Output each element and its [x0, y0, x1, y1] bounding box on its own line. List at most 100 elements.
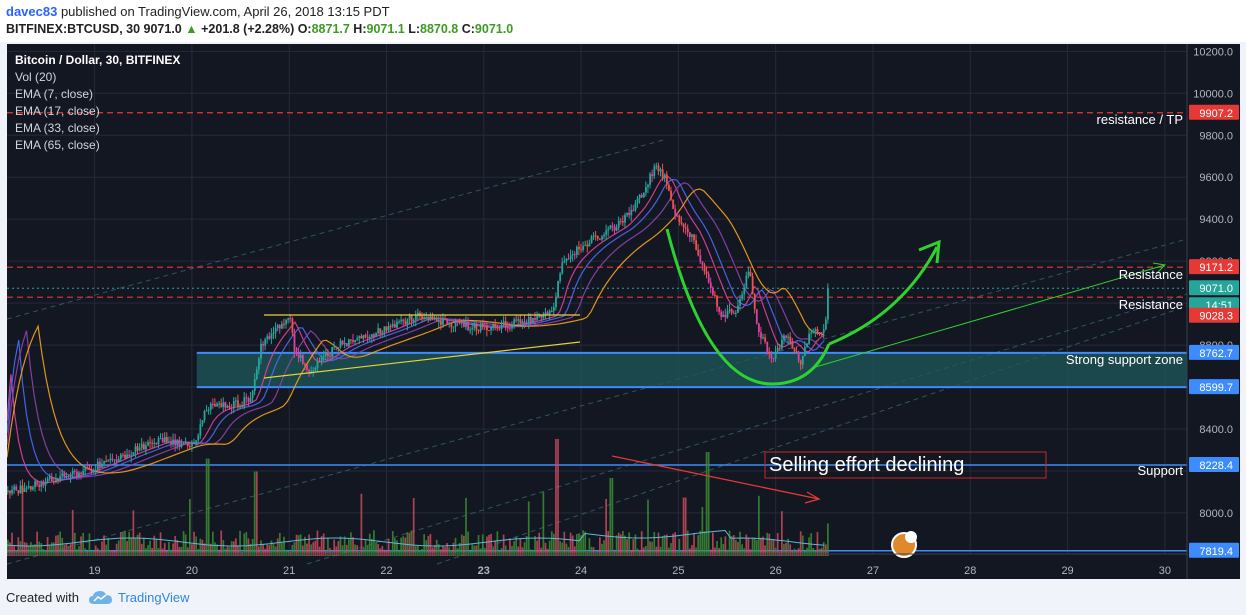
volume-bar	[322, 533, 325, 556]
candle-body	[732, 312, 735, 314]
candle-body	[680, 222, 683, 224]
volume-bar	[632, 539, 635, 556]
volume-bar	[329, 547, 331, 556]
volume-bar	[609, 478, 612, 556]
volume-bar	[452, 542, 455, 556]
candle-body	[705, 271, 708, 274]
candle-body	[375, 333, 377, 338]
volume-bar	[454, 537, 457, 556]
volume-bar	[642, 547, 645, 556]
candle-body	[209, 403, 212, 410]
candle-body	[391, 324, 394, 327]
candle-body	[86, 466, 89, 468]
projection-line	[811, 264, 1166, 369]
candle-body	[557, 281, 559, 297]
volume-bar	[722, 543, 725, 556]
candle-body	[412, 319, 415, 322]
candle-body	[674, 208, 677, 216]
candle-body	[203, 411, 206, 421]
candle-body	[586, 244, 589, 247]
volume-bar	[119, 532, 122, 556]
volume-bar	[285, 549, 287, 556]
y-tick-label: 9800.0	[1199, 130, 1233, 142]
candle-body	[730, 309, 733, 313]
volume-bar	[688, 548, 691, 556]
candle-body	[693, 234, 695, 241]
candle-body	[38, 484, 41, 487]
candle-body	[728, 309, 731, 311]
volume-bar	[243, 533, 246, 556]
candle-body	[768, 351, 771, 354]
volume-bar	[293, 542, 296, 556]
candle-body	[697, 249, 700, 256]
tradingview-link[interactable]: TradingView	[118, 590, 190, 605]
candle-body	[11, 489, 13, 494]
candle-body	[791, 342, 794, 348]
volume-bar	[310, 544, 313, 556]
price-tag-bg	[1189, 280, 1239, 296]
volume-bar	[588, 538, 591, 556]
volume-bar	[701, 507, 704, 556]
volume-bar	[199, 538, 202, 556]
candle-body	[316, 360, 319, 369]
volume-bar	[640, 531, 643, 556]
ema-line	[7, 188, 825, 474]
candle-body	[50, 476, 53, 482]
volume-bar	[222, 540, 225, 556]
volume-bar	[795, 550, 798, 556]
candle-body	[521, 321, 524, 324]
volume-bar	[720, 537, 723, 556]
x-tick-label: 22	[380, 565, 392, 577]
candle-body	[354, 339, 357, 342]
volume-bar	[423, 534, 425, 556]
volume-bar	[94, 545, 97, 556]
volume-bar	[301, 545, 304, 556]
candle-body	[19, 485, 22, 494]
candle-body	[199, 424, 202, 436]
volume-bar	[304, 536, 306, 556]
candle-body	[155, 442, 158, 445]
volume-bar	[565, 543, 568, 556]
candle-body	[347, 339, 350, 347]
volume-bar	[186, 547, 189, 556]
volume-bar	[209, 543, 212, 556]
volume-bar	[341, 545, 344, 556]
candle-body	[542, 315, 545, 318]
channel-line	[306, 293, 1188, 565]
volume-bar	[117, 540, 120, 556]
candle-body	[226, 406, 229, 408]
price-chart[interactable]: resistance / TP Resistance Resistance Stron…	[7, 44, 1240, 579]
volume-bar	[730, 536, 733, 556]
volume-bar	[576, 533, 578, 556]
candle-body	[232, 401, 235, 409]
volume-bar	[532, 550, 534, 556]
volume-bar	[659, 546, 662, 556]
volume-bar	[590, 546, 593, 556]
y-tick-label: 9400.0	[1199, 214, 1233, 226]
candle-body	[364, 335, 367, 337]
candle-body	[65, 475, 68, 478]
volume-bar	[745, 534, 748, 556]
author-link[interactable]: davec83	[6, 4, 58, 19]
x-tick-label: 20	[186, 565, 198, 577]
candle-body	[569, 255, 572, 259]
candle-body	[827, 288, 829, 320]
candle-body	[25, 487, 28, 489]
volume-bar	[19, 541, 22, 556]
candle-body	[389, 325, 392, 327]
volume-bar	[653, 531, 656, 556]
candle-body	[778, 347, 781, 349]
volume-bar	[787, 538, 789, 556]
publish-line: davec83 published on TradingView.com, Ap…	[6, 4, 390, 19]
volume-bar	[465, 497, 467, 556]
candle-body	[498, 328, 501, 330]
volume-bar	[184, 534, 187, 556]
candle-body	[536, 316, 539, 320]
candle-body	[151, 442, 154, 444]
volume-bar	[680, 550, 683, 556]
candle-body	[820, 332, 823, 334]
candle-body	[149, 442, 152, 444]
candle-body	[32, 487, 34, 490]
volume-bar	[36, 531, 38, 556]
candle-body	[178, 439, 181, 447]
